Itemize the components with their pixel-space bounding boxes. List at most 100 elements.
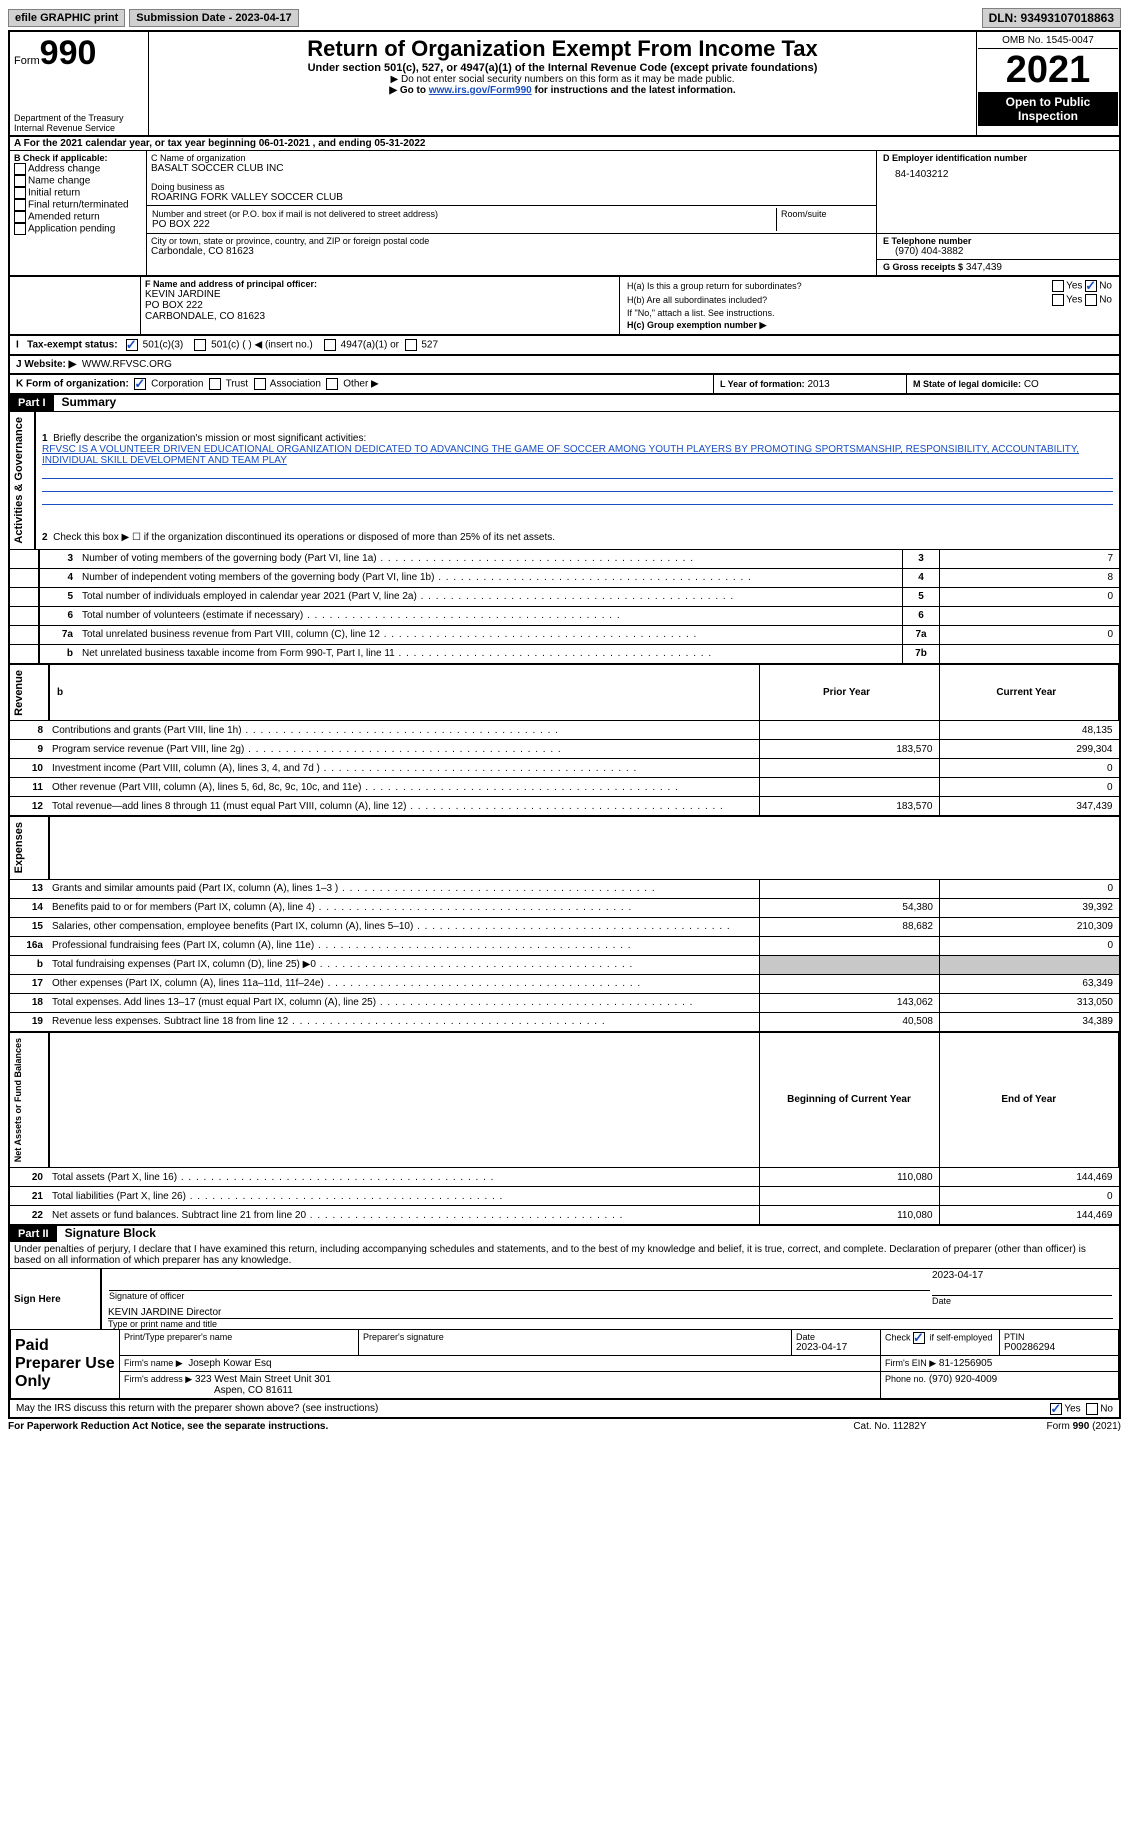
footer-right: Form 990 (2021) xyxy=(1047,1421,1121,1432)
check-initial-return[interactable]: Initial return xyxy=(14,187,142,199)
summary-row: 21 Total liabilities (Part X, line 26)0 xyxy=(10,1187,1119,1206)
omb-number: OMB No. 1545-0047 xyxy=(978,33,1118,49)
line-a: A For the 2021 calendar year, or tax yea… xyxy=(8,137,1121,150)
discuss-yes[interactable] xyxy=(1050,1403,1062,1415)
firm-addr1: 323 West Main Street Unit 301 xyxy=(195,1374,331,1385)
check-4947[interactable] xyxy=(324,339,336,351)
form-org-label: K Form of organization: xyxy=(16,379,129,390)
website-label: J Website: ▶ xyxy=(16,359,76,370)
officer-block: F Name and address of principal officer:… xyxy=(8,277,1121,336)
sign-here-label: Sign Here xyxy=(10,1269,88,1330)
check-501c[interactable] xyxy=(194,339,206,351)
check-application-pending[interactable]: Application pending xyxy=(14,223,142,235)
domicile-label: M State of legal domicile: xyxy=(913,379,1021,389)
sig-date-label: Date xyxy=(932,1296,1112,1306)
street-value: PO BOX 222 xyxy=(152,219,775,230)
firm-addr2: Aspen, CO 81611 xyxy=(124,1385,293,1396)
submission-date: Submission Date - 2023-04-17 xyxy=(129,9,298,27)
firm-addr-label: Firm's address ▶ xyxy=(124,1374,192,1384)
firm-ein: 81-1256905 xyxy=(939,1358,992,1369)
ptin-label: PTIN xyxy=(1004,1332,1114,1342)
part-i-title: Summary xyxy=(54,395,117,409)
summary-row: b Net unrelated business taxable income … xyxy=(10,644,1119,663)
street-label: Number and street (or P.O. box if mail i… xyxy=(152,209,775,219)
footer-left: For Paperwork Reduction Act Notice, see … xyxy=(8,1421,328,1432)
side-expenses: Expenses xyxy=(11,818,27,877)
ha-label: H(a) Is this a group return for subordin… xyxy=(626,279,987,293)
summary-row: 12 Total revenue—add lines 8 through 11 … xyxy=(10,797,1119,816)
ha-yes[interactable] xyxy=(1052,280,1064,292)
officer-name: KEVIN JARDINE xyxy=(145,289,615,300)
check-other[interactable] xyxy=(326,378,338,390)
summary-row: b Total fundraising expenses (Part IX, c… xyxy=(10,955,1119,974)
self-employed-check[interactable]: Check if self-employed xyxy=(881,1330,1000,1356)
summary-row: 18 Total expenses. Add lines 13–17 (must… xyxy=(10,993,1119,1012)
subtitle-1: Under section 501(c), 527, or 4947(a)(1)… xyxy=(153,62,972,74)
preparer-sig-label: Preparer's signature xyxy=(363,1332,787,1342)
tax-year: 2021 xyxy=(978,49,1118,92)
discuss-label: May the IRS discuss this return with the… xyxy=(16,1403,378,1414)
firm-phone: (970) 920-4009 xyxy=(929,1374,997,1385)
efile-print-button[interactable]: efile GRAPHIC print xyxy=(8,9,125,27)
col-end: End of Year xyxy=(939,1032,1119,1168)
irs-link[interactable]: www.irs.gov/Form990 xyxy=(429,85,532,96)
footer-mid: Cat. No. 11282Y xyxy=(853,1421,926,1432)
side-net-assets: Net Assets or Fund Balances xyxy=(11,1034,25,1166)
check-address-change[interactable]: Address change xyxy=(14,163,142,175)
hb-label: H(b) Are all subordinates included? xyxy=(626,293,987,307)
side-activities: Activities & Governance xyxy=(11,413,27,548)
summary-row: 22 Net assets or fund balances. Subtract… xyxy=(10,1206,1119,1225)
summary-row: 7a Total unrelated business revenue from… xyxy=(10,625,1119,644)
col-prior: Prior Year xyxy=(759,664,939,721)
summary-row: 9 Program service revenue (Part VIII, li… xyxy=(10,740,1119,759)
section-b-label: B Check if applicable: xyxy=(14,153,142,163)
side-revenue: Revenue xyxy=(11,666,27,720)
sig-officer-label: Signature of officer xyxy=(109,1291,930,1301)
check-corp[interactable] xyxy=(134,378,146,390)
line1-label: Briefly describe the organization's miss… xyxy=(53,433,366,444)
hc-label: H(c) Group exemption number ▶ xyxy=(626,319,1113,332)
identity-block: B Check if applicable: Address change Na… xyxy=(8,150,1121,277)
col-current: Current Year xyxy=(939,664,1119,721)
check-527[interactable] xyxy=(405,339,417,351)
subtitle-2: ▶ Do not enter social security numbers o… xyxy=(153,74,972,85)
col-beginning: Beginning of Current Year xyxy=(759,1032,939,1168)
top-bar: efile GRAPHIC print Submission Date - 20… xyxy=(8,8,1121,28)
hb-yes[interactable] xyxy=(1052,294,1064,306)
check-trust[interactable] xyxy=(209,378,221,390)
check-assoc[interactable] xyxy=(254,378,266,390)
domicile-value: CO xyxy=(1024,379,1039,390)
summary-row: 15 Salaries, other compensation, employe… xyxy=(10,917,1119,936)
perjury-declaration: Under penalties of perjury, I declare th… xyxy=(10,1242,1119,1268)
discuss-no[interactable] xyxy=(1086,1403,1098,1415)
ein-label: D Employer identification number xyxy=(883,153,1113,163)
city-label: City or town, state or province, country… xyxy=(151,236,872,246)
check-name-change[interactable]: Name change xyxy=(14,175,142,187)
part-i-tag: Part I xyxy=(10,395,54,411)
hb-no[interactable] xyxy=(1085,294,1097,306)
phone-value: (970) 404-3882 xyxy=(883,246,1113,257)
summary-row: 20 Total assets (Part X, line 16)110,080… xyxy=(10,1168,1119,1187)
open-inspection: Open to Public Inspection xyxy=(978,92,1118,126)
check-amended-return[interactable]: Amended return xyxy=(14,211,142,223)
org-name-label: C Name of organization xyxy=(151,153,872,163)
officer-addr1: PO BOX 222 xyxy=(145,300,615,311)
firm-name: Joseph Kowar Esq xyxy=(188,1358,271,1369)
year-formation-label: L Year of formation: xyxy=(720,379,805,389)
summary-row: 11 Other revenue (Part VIII, column (A),… xyxy=(10,778,1119,797)
summary-row: 17 Other expenses (Part IX, column (A), … xyxy=(10,974,1119,993)
ha-no[interactable] xyxy=(1085,280,1097,292)
form-header: Form990 Department of the Treasury Inter… xyxy=(8,30,1121,137)
year-formation-value: 2013 xyxy=(807,379,829,390)
check-501c3[interactable] xyxy=(126,339,138,351)
irs-label: Internal Revenue Service xyxy=(14,123,144,133)
firm-ein-label: Firm's EIN ▶ xyxy=(885,1358,936,1368)
org-name: BASALT SOCCER CLUB INC xyxy=(151,163,872,174)
subtitle-3: ▶ Go to www.irs.gov/Form990 for instruct… xyxy=(153,85,972,96)
officer-addr2: CARBONDALE, CO 81623 xyxy=(145,311,615,322)
city-value: Carbondale, CO 81623 xyxy=(151,246,872,257)
officer-label: F Name and address of principal officer: xyxy=(145,279,615,289)
check-final-return[interactable]: Final return/terminated xyxy=(14,199,142,211)
dba-name: ROARING FORK VALLEY SOCCER CLUB xyxy=(151,192,872,203)
preparer-date-label: Date xyxy=(796,1332,876,1342)
